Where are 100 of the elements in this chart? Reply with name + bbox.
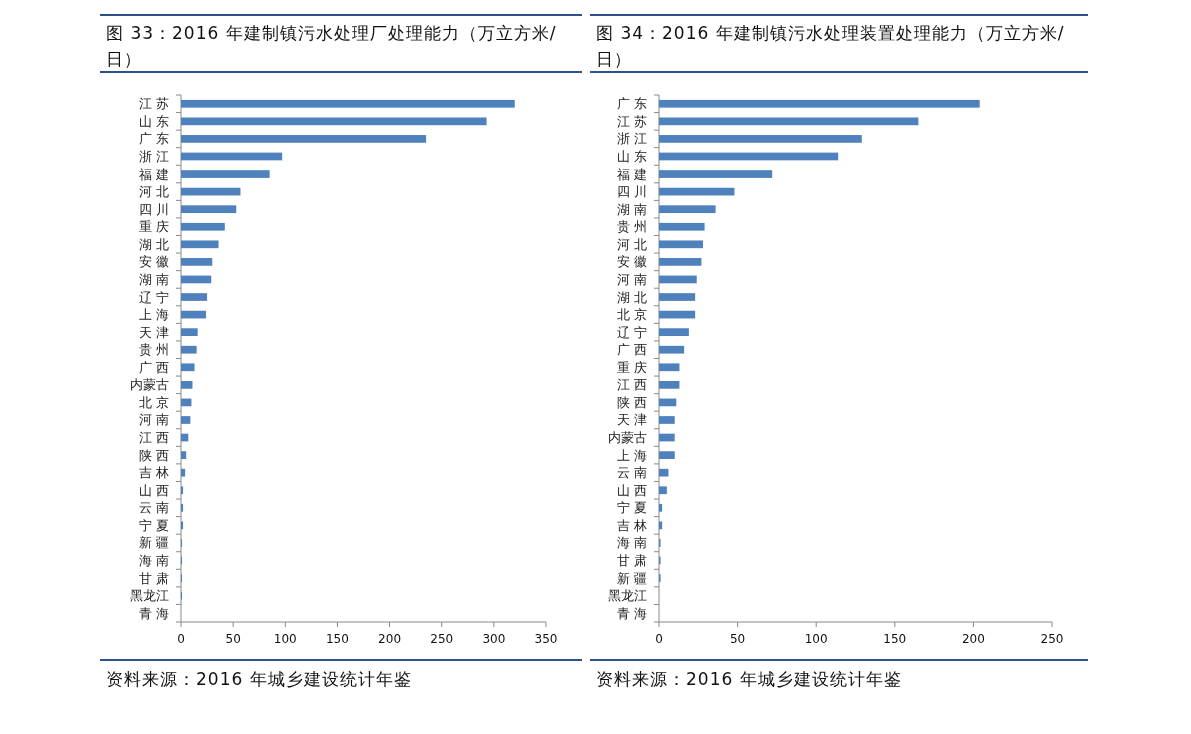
- y-tick-label: 浙 江: [138, 148, 169, 164]
- bar: [659, 117, 919, 126]
- y-tick-label: 吉 林: [138, 465, 169, 481]
- y-tick-label: 上 海: [138, 307, 169, 323]
- y-tick-label: 海 南: [616, 535, 647, 551]
- bar: [659, 222, 705, 231]
- y-tick-label: 新 疆: [138, 535, 169, 551]
- y-tick-label: 山 西: [616, 482, 647, 498]
- y-tick-label: 宁 夏: [616, 500, 647, 516]
- y-tick-label: 山 东: [138, 113, 169, 129]
- bar: [659, 99, 980, 108]
- y-tick-label: 甘 肃: [138, 570, 169, 586]
- y-tick-label: 青 海: [138, 605, 169, 621]
- y-tick-label: 河 北: [616, 236, 647, 252]
- bar: [181, 503, 184, 512]
- y-tick-label: 吉 林: [616, 517, 647, 533]
- x-tick-label: 50: [729, 632, 746, 646]
- y-tick-label: 四 川: [138, 201, 169, 217]
- bar: [659, 310, 696, 319]
- y-tick-label: 云 南: [616, 465, 647, 481]
- x-tick-label: 150: [325, 632, 349, 646]
- bar: [181, 486, 184, 495]
- y-tick-label: 河 南: [138, 412, 169, 428]
- bar: [181, 363, 195, 372]
- y-tick-label: 辽 宁: [616, 324, 647, 340]
- bar: [181, 187, 241, 196]
- y-tick-label: 黑龙江: [130, 588, 169, 604]
- x-tick-label: 200: [378, 632, 402, 646]
- y-tick-label: 浙 江: [616, 131, 647, 147]
- bar: [659, 486, 667, 495]
- bar: [181, 293, 208, 301]
- y-tick-label: 安 徽: [138, 254, 169, 270]
- y-tick-label: 陕 西: [138, 447, 169, 463]
- bar: [659, 416, 675, 424]
- bar: [181, 258, 213, 266]
- bar: [659, 345, 685, 354]
- y-tick-label: 北 京: [138, 394, 169, 410]
- y-tick-label: 湖 南: [616, 201, 647, 217]
- y-tick-label: 山 东: [616, 148, 647, 164]
- bar: [659, 451, 675, 459]
- bar: [181, 222, 225, 231]
- bar: [659, 258, 702, 266]
- y-tick-label: 青 海: [616, 605, 647, 621]
- x-tick-label: 250: [1040, 632, 1064, 646]
- bar: [181, 205, 237, 214]
- bar: [659, 152, 839, 161]
- y-tick-label: 云 南: [138, 500, 169, 516]
- y-tick-label: 陕 西: [616, 394, 647, 410]
- y-tick-label: 江 苏: [138, 96, 169, 112]
- x-tick-label: 350: [534, 632, 558, 646]
- y-tick-label: 江 西: [616, 377, 647, 393]
- bar: [181, 310, 207, 319]
- bar: [181, 135, 427, 143]
- x-tick-label: 150: [883, 632, 907, 646]
- y-tick-label: 广 东: [616, 96, 647, 112]
- x-tick-label: 0: [177, 632, 185, 646]
- bar: [181, 240, 219, 249]
- chart-title: 图 33：2016 年建制镇污水处理厂处理能力（万立方米/日）: [106, 22, 558, 71]
- bar: [181, 170, 270, 178]
- y-tick-label: 内蒙古: [130, 377, 169, 393]
- y-tick-label: 安 徽: [616, 254, 647, 270]
- y-tick-label: 四 川: [616, 184, 647, 200]
- bar: [659, 380, 680, 389]
- y-tick-label: 江 西: [138, 430, 169, 446]
- bar: [181, 117, 487, 126]
- y-tick-label: 甘 肃: [616, 553, 647, 569]
- y-tick-label: 江 苏: [616, 113, 647, 129]
- y-tick-label: 广 东: [138, 131, 169, 147]
- y-tick-label: 广 西: [138, 359, 169, 375]
- y-tick-label: 重 庆: [616, 359, 647, 375]
- x-tick-label: 100: [804, 632, 828, 646]
- x-tick-label: 200: [961, 632, 985, 646]
- text: 资料来源：2016 年城乡建设统计年鉴: [106, 668, 413, 691]
- y-tick-label: 广 西: [616, 342, 647, 358]
- bar: [181, 345, 197, 354]
- y-tick-label: 河 南: [616, 271, 647, 287]
- bar: [659, 187, 735, 196]
- bar: [659, 433, 675, 442]
- bar: [659, 363, 680, 372]
- y-tick-label: 福 建: [138, 166, 169, 182]
- bar: [181, 451, 187, 459]
- y-tick-label: 贵 州: [138, 342, 169, 358]
- y-tick-label: 天 津: [616, 412, 647, 428]
- y-tick-label: 河 北: [138, 184, 169, 200]
- y-tick-label: 湖 南: [138, 271, 169, 287]
- bar: [659, 240, 704, 249]
- bar: [659, 328, 689, 337]
- y-tick-label: 新 疆: [616, 570, 647, 586]
- y-tick-label: 上 海: [616, 447, 647, 463]
- bar: [181, 275, 212, 284]
- bar: [659, 275, 697, 284]
- bar: [181, 416, 191, 424]
- bar: [181, 328, 198, 337]
- bar: [181, 468, 186, 477]
- y-tick-label: 宁 夏: [138, 517, 169, 533]
- x-tick-label: 300: [482, 632, 506, 646]
- bar: [659, 503, 663, 512]
- bar: [659, 135, 862, 143]
- bar: [181, 152, 283, 161]
- y-tick-label: 湖 北: [138, 236, 169, 252]
